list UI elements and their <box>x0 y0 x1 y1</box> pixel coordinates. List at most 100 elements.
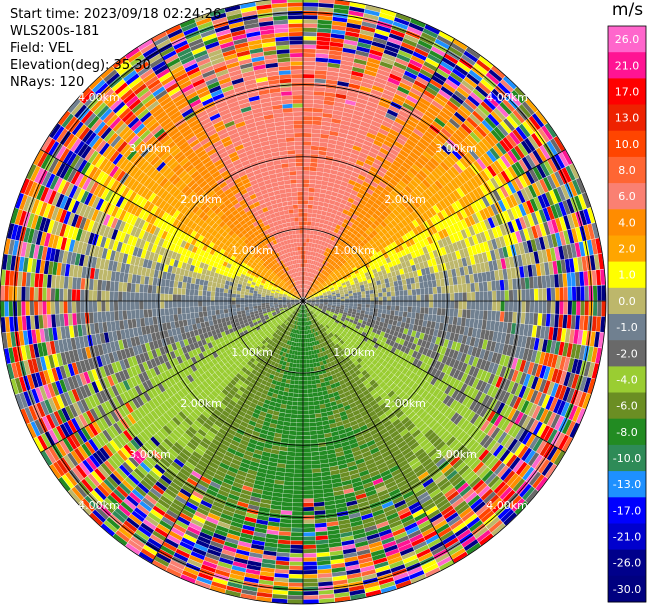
velocity-gate <box>567 286 572 301</box>
velocity-gate <box>581 192 591 209</box>
velocity-gate <box>410 574 427 584</box>
velocity-gate <box>499 366 507 378</box>
velocity-gate <box>327 282 332 287</box>
velocity-gate <box>305 284 307 289</box>
velocity-gate <box>281 378 287 383</box>
velocity-gate <box>230 521 244 529</box>
velocity-gate <box>387 132 398 141</box>
velocity-gate <box>190 551 205 560</box>
velocity-gate <box>301 330 303 335</box>
velocity-gate <box>314 261 318 266</box>
velocity-gate <box>249 402 257 409</box>
velocity-gate <box>275 339 280 345</box>
velocity-gate <box>476 404 485 416</box>
velocity-gate <box>334 498 346 505</box>
velocity-gate <box>367 198 375 206</box>
velocity-gate <box>539 442 551 457</box>
velocity-gate <box>483 291 488 301</box>
velocity-gate <box>419 231 427 240</box>
velocity-gate <box>418 519 432 530</box>
velocity-gate <box>315 301 320 303</box>
velocity-gate <box>468 149 480 161</box>
velocity-gate <box>264 399 271 405</box>
velocity-gate <box>308 281 311 286</box>
velocity-gate <box>546 206 555 220</box>
velocity-gate <box>522 387 531 400</box>
velocity-gate <box>440 430 450 441</box>
velocity-gate <box>247 560 262 567</box>
velocity-gate <box>331 222 337 228</box>
velocity-gate <box>181 537 196 547</box>
velocity-gate <box>320 458 329 464</box>
velocity-gate <box>411 330 417 338</box>
velocity-gate <box>320 133 329 139</box>
velocity-gate <box>487 217 496 229</box>
velocity-gate <box>315 266 319 271</box>
velocity-gate <box>252 453 262 460</box>
velocity-gate <box>521 289 526 301</box>
velocity-gate <box>419 410 428 420</box>
velocity-gate <box>487 362 495 373</box>
velocity-gate <box>350 316 355 321</box>
velocity-gate <box>307 204 313 209</box>
velocity-gate <box>339 185 347 191</box>
velocity-gate <box>334 0 350 6</box>
velocity-gate <box>364 272 370 277</box>
velocity-gate <box>259 411 267 417</box>
velocity-gate <box>374 406 382 414</box>
velocity-gate <box>526 240 534 253</box>
velocity-gate <box>330 37 344 44</box>
velocity-gate <box>520 400 530 414</box>
velocity-gate <box>357 223 364 229</box>
velocity-gate <box>342 195 349 201</box>
velocity-gate <box>324 500 336 506</box>
velocity-gate <box>491 523 506 536</box>
velocity-gate <box>305 289 308 294</box>
velocity-gate <box>296 422 303 427</box>
velocity-gate <box>485 320 491 331</box>
velocity-gate <box>367 344 374 351</box>
velocity-gate <box>401 146 412 155</box>
velocity-gate <box>443 466 455 478</box>
velocity-gate <box>365 360 372 367</box>
velocity-gate <box>317 564 332 570</box>
velocity-gate <box>502 98 516 112</box>
velocity-gate <box>326 290 331 294</box>
velocity-gate <box>325 324 330 329</box>
velocity-gate <box>335 89 348 96</box>
velocity-gate <box>490 459 503 473</box>
velocity-gate <box>342 353 348 359</box>
velocity-gate <box>398 180 407 189</box>
velocity-gate <box>585 255 592 271</box>
velocity-gate <box>332 345 338 351</box>
velocity-gate <box>470 388 479 400</box>
velocity-gate <box>272 594 288 599</box>
velocity-gate <box>518 385 527 399</box>
velocity-gate <box>378 305 383 310</box>
velocity-gate <box>554 314 559 328</box>
velocity-gate <box>403 142 414 151</box>
velocity-gate <box>356 232 362 239</box>
velocity-gate <box>303 532 316 537</box>
velocity-gate <box>290 553 303 558</box>
velocity-gate <box>581 330 588 346</box>
velocity-gate <box>439 161 450 172</box>
velocity-gate <box>369 205 377 213</box>
velocity-gate <box>370 413 379 421</box>
velocity-gate <box>263 421 271 427</box>
velocity-gate <box>331 209 338 215</box>
velocity-gate <box>278 412 286 418</box>
velocity-gate <box>442 533 457 545</box>
velocity-gate <box>474 107 487 120</box>
velocity-gate <box>303 32 317 37</box>
velocity-gate <box>399 295 404 301</box>
velocity-gate <box>307 208 313 214</box>
velocity-gate <box>434 272 440 280</box>
velocity-gate <box>377 312 382 318</box>
velocity-gate <box>347 266 353 272</box>
velocity-gate <box>349 256 355 262</box>
velocity-gate <box>506 322 512 334</box>
velocity-gate <box>272 357 278 363</box>
velocity-gate <box>374 517 388 525</box>
velocity-gate <box>312 278 316 283</box>
